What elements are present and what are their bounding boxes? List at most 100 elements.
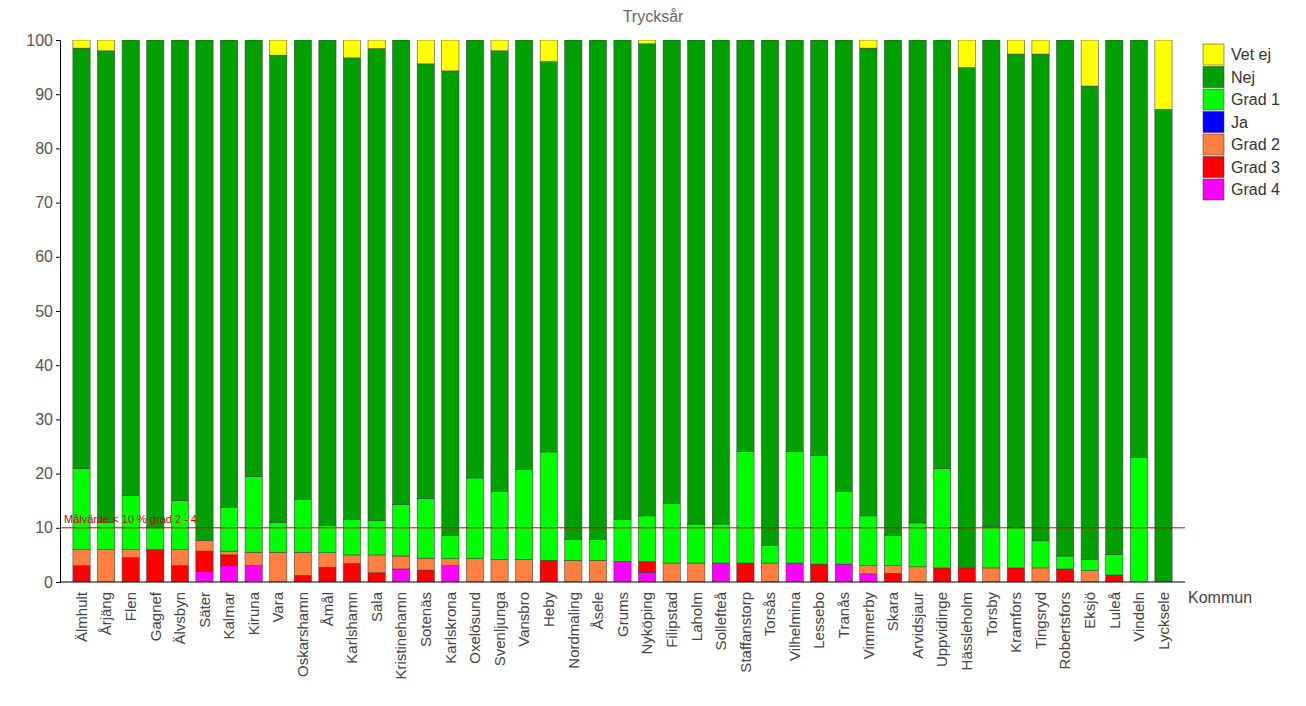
legend-label: Nej xyxy=(1231,69,1255,86)
bar-segment xyxy=(491,491,508,559)
bar-segment xyxy=(368,573,385,582)
bar-segment xyxy=(294,40,311,500)
bar-segment xyxy=(761,40,778,545)
legend-swatch xyxy=(1203,44,1224,65)
bar-segment xyxy=(1130,457,1147,582)
tick-label: Grums xyxy=(614,592,631,637)
legend-item: Ja xyxy=(1203,112,1248,133)
tick: Laholm xyxy=(688,582,705,641)
tick: Arvidsjaur xyxy=(909,582,926,659)
bar-segment xyxy=(368,520,385,555)
tick: 30 xyxy=(35,411,60,428)
tick: Skara xyxy=(884,582,901,631)
bar-segment xyxy=(393,40,410,504)
bar-segment xyxy=(663,40,680,503)
tick-label: Karlskrona xyxy=(442,591,459,663)
bar-segment xyxy=(1130,40,1147,457)
bar-segment xyxy=(934,40,951,41)
tick: Sollefteå xyxy=(712,582,729,650)
tick-label: Robertsfors xyxy=(1056,592,1073,670)
tick-mark xyxy=(56,474,60,475)
bar-segment xyxy=(368,40,385,49)
legend-swatch xyxy=(1203,157,1224,178)
bar-segment xyxy=(1032,54,1049,541)
tick: Filipstad xyxy=(663,582,680,648)
legend-swatch xyxy=(1203,67,1224,88)
tick-label: Älvsbyn xyxy=(171,592,188,645)
bar-segment xyxy=(884,535,901,565)
tick-label: Tranås xyxy=(835,592,852,638)
tick: 70 xyxy=(35,194,60,211)
bar-segment xyxy=(270,552,287,582)
bar-segment xyxy=(1057,556,1074,569)
legend-label: Grad 4 xyxy=(1231,181,1280,198)
bar-segment xyxy=(171,566,188,582)
tick: Lessebo xyxy=(810,582,827,649)
bar-segment xyxy=(516,40,533,469)
tick-label: Heby xyxy=(540,592,557,628)
tick: Vimmerby xyxy=(860,582,877,659)
bar-segment xyxy=(712,524,729,563)
bar-segment xyxy=(737,40,754,451)
bar-segment xyxy=(614,40,631,519)
tick-label: Staffanstorp xyxy=(737,592,754,673)
bar-segment xyxy=(638,40,655,44)
bar-segment xyxy=(934,568,951,582)
bar-segment xyxy=(909,523,926,567)
x-axis-title: Kommun xyxy=(1188,589,1252,606)
tick-label: Sala xyxy=(368,591,385,622)
bar-segment xyxy=(540,560,557,582)
bar-segment xyxy=(442,535,459,558)
tick-label: 80 xyxy=(35,140,53,157)
tick-label: Laholm xyxy=(688,592,705,641)
tick: Gagnef xyxy=(147,582,164,641)
bar-segment xyxy=(393,40,410,41)
title: Trycksår xyxy=(623,8,684,25)
tick: Älmhult xyxy=(73,582,90,642)
bar-segment xyxy=(319,567,336,582)
legend-item: Grad 3 xyxy=(1203,157,1280,178)
tick-label: Torsby xyxy=(983,592,1000,637)
bar-segment xyxy=(343,58,360,519)
tick-label: Vimmerby xyxy=(860,592,877,660)
bar-segment xyxy=(220,40,237,508)
tick: Vindeln xyxy=(1130,582,1147,642)
tick: Sala xyxy=(368,582,385,622)
bar-segment xyxy=(147,528,164,550)
tick: 40 xyxy=(35,357,60,374)
bar-segment xyxy=(614,519,631,561)
legend-swatch xyxy=(1203,134,1224,155)
tick: Vansbro xyxy=(515,582,532,647)
bar-segment xyxy=(737,40,754,41)
bar-segment xyxy=(884,566,901,574)
bar-segment xyxy=(638,44,655,516)
bar-segment xyxy=(983,526,1000,568)
bar-segment xyxy=(417,570,434,582)
bar-segment xyxy=(319,40,336,526)
legend-item: Vet ej xyxy=(1203,44,1271,65)
bar-segment xyxy=(73,48,90,468)
bar-segment xyxy=(393,504,410,555)
legend-item: Grad 1 xyxy=(1203,89,1280,110)
bar-segment xyxy=(884,573,901,582)
tick-label: Sollefteå xyxy=(712,591,729,650)
bar-segment xyxy=(516,469,533,559)
tick: Staffanstorp xyxy=(737,582,754,673)
legend-label: Grad 1 xyxy=(1231,91,1280,108)
bar-segment xyxy=(1057,40,1074,41)
bar-segment xyxy=(1007,54,1024,528)
bar-segment xyxy=(245,40,262,41)
tick-label: Uppvidinge xyxy=(933,592,950,667)
bar-segment xyxy=(122,558,139,582)
bar-segment xyxy=(1057,40,1074,556)
tick-label: 70 xyxy=(35,194,53,211)
tick: Torsås xyxy=(761,582,778,636)
legend-swatch xyxy=(1203,179,1224,200)
tick-label: Lessebo xyxy=(810,592,827,649)
tick: Luleå xyxy=(1106,582,1123,629)
tick-mark xyxy=(56,311,60,312)
bar-segment xyxy=(786,40,803,41)
annotation: Målvärde < 10 % grad 2 - 4 xyxy=(64,513,197,525)
tick: Oxelösund xyxy=(466,582,483,664)
bar-segment xyxy=(663,563,680,582)
